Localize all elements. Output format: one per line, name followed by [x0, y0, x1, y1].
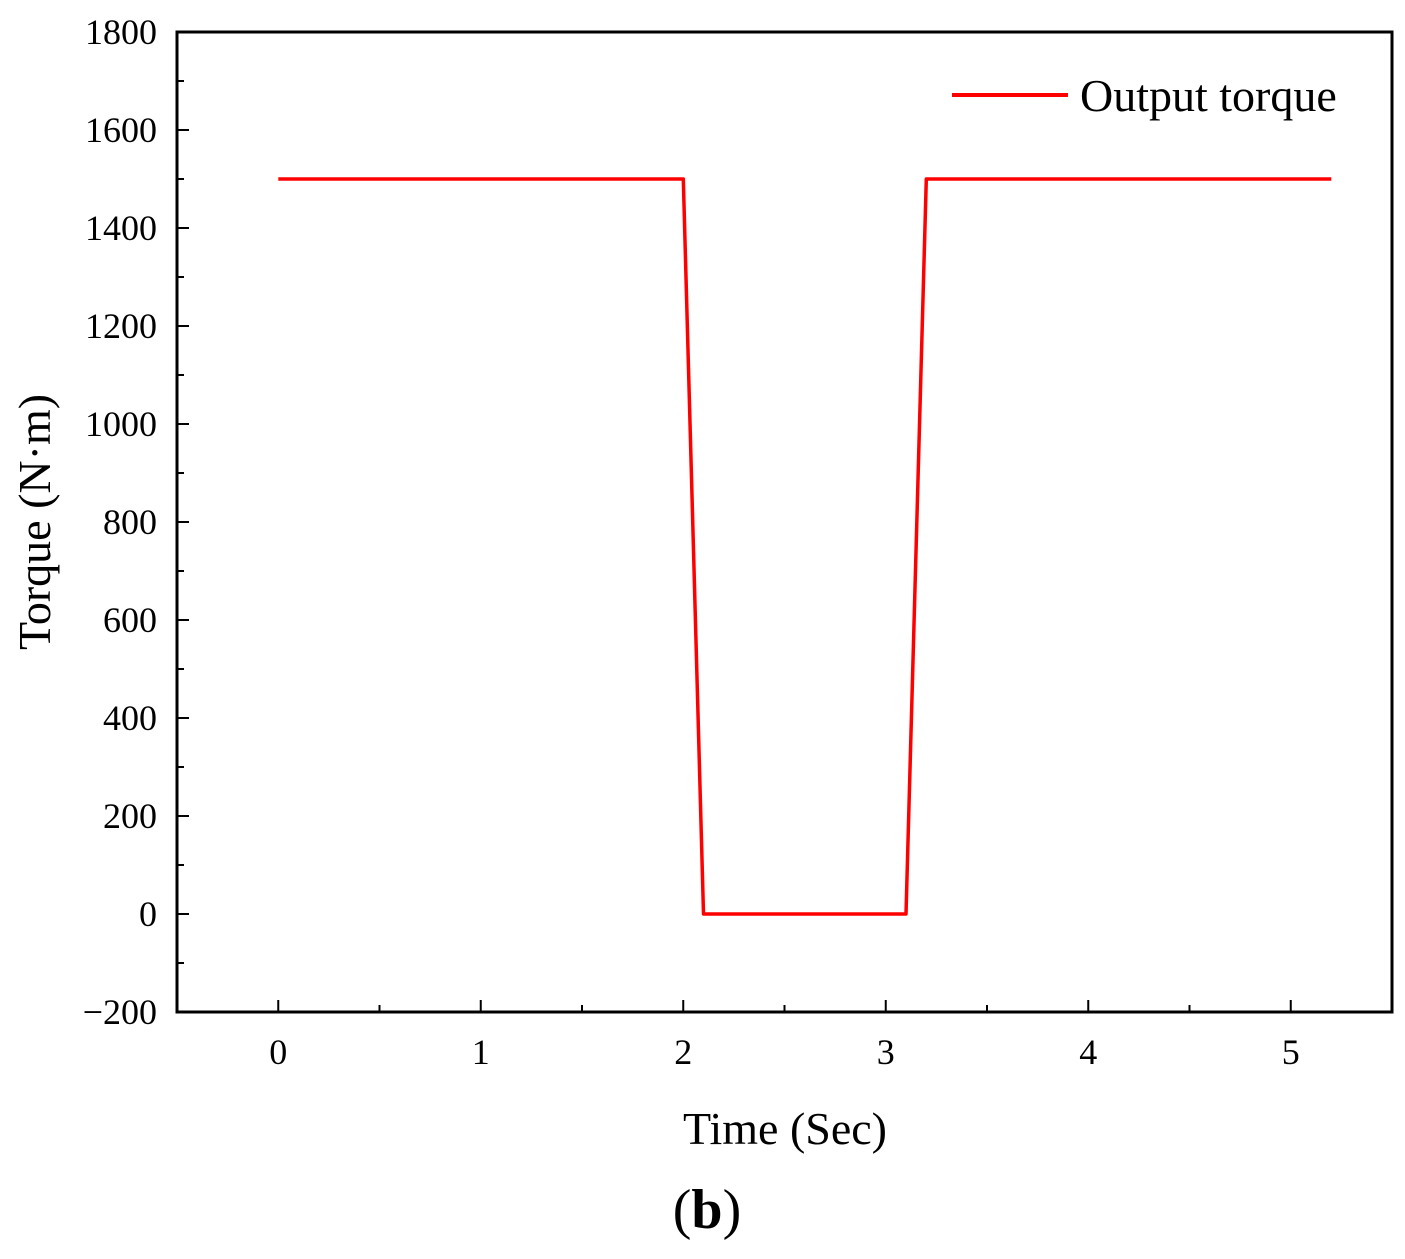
legend-label: Output torque — [1080, 70, 1337, 121]
x-tick-label: 5 — [1282, 1032, 1300, 1072]
x-tick-label: 0 — [269, 1032, 287, 1072]
y-tick-label: 1400 — [85, 208, 157, 248]
x-tick-label: 3 — [877, 1032, 895, 1072]
series-layer — [278, 177, 1332, 916]
panel-label-open: ( — [673, 1179, 692, 1241]
x-axis-ticks: 0 1 2 3 4 5 — [269, 1000, 1300, 1072]
panel-label-letter: b — [691, 1179, 722, 1241]
y-tick-label: 800 — [103, 502, 157, 542]
panel-label: (b) — [673, 1179, 741, 1241]
panel-label-close: ) — [723, 1179, 742, 1241]
x-tick-label: 1 — [472, 1032, 490, 1072]
series-line-output-torque — [278, 177, 1332, 916]
y-tick-label: 1200 — [85, 306, 157, 346]
x-tick-label: 2 — [674, 1032, 692, 1072]
y-tick-label: 400 — [103, 698, 157, 738]
y-tick-label: −200 — [83, 992, 157, 1032]
x-axis-title: Time (Sec) — [683, 1103, 887, 1154]
y-tick-label: 1800 — [85, 12, 157, 52]
x-tick-label: 4 — [1079, 1032, 1097, 1072]
y-tick-label: 200 — [103, 796, 157, 836]
y-axis-title: Torque (N·m) — [9, 394, 60, 650]
y-tick-label: 1000 — [85, 404, 157, 444]
y-tick-label: 1600 — [85, 110, 157, 150]
y-axis-ticks: −200 0 200 400 600 800 1000 1200 1400 1600 1800 — [83, 12, 189, 1032]
y-tick-label: 0 — [139, 894, 157, 934]
legend: Output torque — [952, 70, 1337, 121]
y-tick-label: 600 — [103, 600, 157, 640]
